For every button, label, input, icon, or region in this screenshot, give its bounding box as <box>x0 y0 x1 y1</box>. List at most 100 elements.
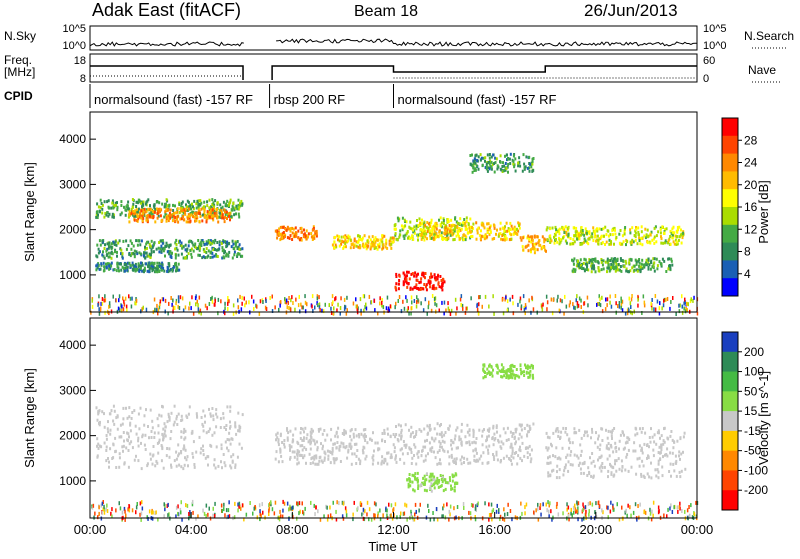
heatmap-cell <box>633 441 635 444</box>
heatmap-cell <box>174 263 176 266</box>
heatmap-cell <box>510 431 512 434</box>
heatmap-cell <box>196 212 198 215</box>
heatmap-cell <box>141 500 143 504</box>
heatmap-cell <box>386 463 388 466</box>
heatmap-cell <box>447 427 449 430</box>
heatmap-cell <box>387 296 389 300</box>
heatmap-cell <box>324 456 326 459</box>
heatmap-cell <box>520 502 522 506</box>
heatmap-cell <box>119 501 121 505</box>
heatmap-cell <box>569 243 571 246</box>
heatmap-cell <box>498 441 500 444</box>
heatmap-cell <box>406 278 408 281</box>
heatmap-cell <box>329 450 331 453</box>
x-tick-label: 00:00 <box>74 522 107 537</box>
heatmap-cell <box>158 270 160 273</box>
heatmap-cell <box>415 463 417 466</box>
heatmap-cell <box>343 502 345 506</box>
heatmap-cell <box>147 270 149 273</box>
heatmap-cell <box>323 429 325 432</box>
heatmap-cell <box>489 513 491 517</box>
heatmap-cell <box>426 439 428 442</box>
heatmap-cell <box>565 463 567 466</box>
heatmap-cell <box>609 454 611 457</box>
heatmap-cell <box>566 305 568 309</box>
heatmap-cell <box>122 252 124 255</box>
heatmap-cell <box>156 262 158 265</box>
heatmap-cell <box>146 247 148 250</box>
heatmap-cell <box>536 235 538 238</box>
heatmap-cell <box>599 444 601 447</box>
heatmap-cell <box>158 432 160 435</box>
cpid-label: CPID <box>4 89 33 103</box>
heatmap-cell <box>637 298 639 302</box>
heatmap-cell <box>540 503 542 507</box>
heatmap-cell <box>188 512 190 516</box>
heatmap-cell <box>430 473 432 476</box>
heatmap-cell <box>223 426 225 429</box>
heatmap-cell <box>200 451 202 454</box>
heatmap-cell <box>434 276 436 279</box>
heatmap-cell <box>223 507 225 511</box>
heatmap-cell <box>470 163 472 166</box>
heatmap-cell <box>547 471 549 474</box>
heatmap-cell <box>482 451 484 454</box>
heatmap-cell <box>270 500 272 504</box>
heatmap-cell <box>663 427 665 430</box>
heatmap-cell <box>242 413 244 416</box>
heatmap-cell <box>333 459 335 462</box>
heatmap-cell <box>520 364 522 367</box>
heatmap-cell <box>416 295 418 299</box>
heatmap-cell <box>398 287 400 290</box>
heatmap-cell <box>158 262 160 265</box>
heatmap-cell <box>108 264 110 267</box>
heatmap-cell <box>151 251 153 254</box>
heatmap-cell <box>421 219 423 222</box>
heatmap-cell <box>216 241 218 244</box>
heatmap-cell <box>226 405 228 408</box>
heatmap-cell <box>162 242 164 245</box>
heatmap-cell <box>278 227 280 230</box>
heatmap-cell <box>178 452 180 455</box>
heatmap-cell <box>643 235 645 238</box>
heatmap-cell <box>279 510 281 514</box>
heatmap-cell <box>460 438 462 441</box>
heatmap-cell <box>363 294 365 298</box>
heatmap-cell <box>199 247 201 250</box>
heatmap-cell <box>540 513 542 517</box>
heatmap-cell <box>108 252 110 255</box>
heatmap-cell <box>152 455 154 458</box>
heatmap-cell <box>229 405 231 408</box>
heatmap-cell <box>591 428 593 431</box>
heatmap-cell <box>195 219 197 222</box>
heatmap-cell <box>626 514 628 518</box>
heatmap-cell <box>433 284 435 287</box>
heatmap-cell <box>598 227 600 230</box>
heatmap-cell <box>571 508 573 512</box>
heatmap-cell <box>446 502 448 506</box>
heatmap-cell <box>438 440 440 443</box>
heatmap-cell <box>643 264 645 267</box>
freq-trace <box>90 66 697 80</box>
heatmap-cell <box>176 465 178 468</box>
heatmap-cell <box>663 439 665 442</box>
heatmap-cell <box>641 263 643 266</box>
heatmap-cell <box>136 219 138 222</box>
heatmap-cell <box>661 225 663 228</box>
heatmap-cell <box>120 204 122 207</box>
heatmap-cell <box>590 436 592 439</box>
heatmap-cell <box>669 235 671 238</box>
heatmap-cell <box>169 419 171 422</box>
heatmap-cell <box>111 507 113 511</box>
colorbar-tick-label: 24 <box>744 156 758 170</box>
power-colorbar-label: Power [dB] <box>756 180 771 244</box>
heatmap-cell <box>605 298 607 302</box>
colorbar-swatch <box>722 352 738 372</box>
heatmap-cell <box>655 475 657 478</box>
heatmap-cell <box>124 510 126 514</box>
heatmap-cell <box>212 414 214 417</box>
heatmap-cell <box>507 503 509 507</box>
heatmap-cell <box>482 443 484 446</box>
heatmap-cell <box>298 461 300 464</box>
heatmap-cell <box>152 463 154 466</box>
